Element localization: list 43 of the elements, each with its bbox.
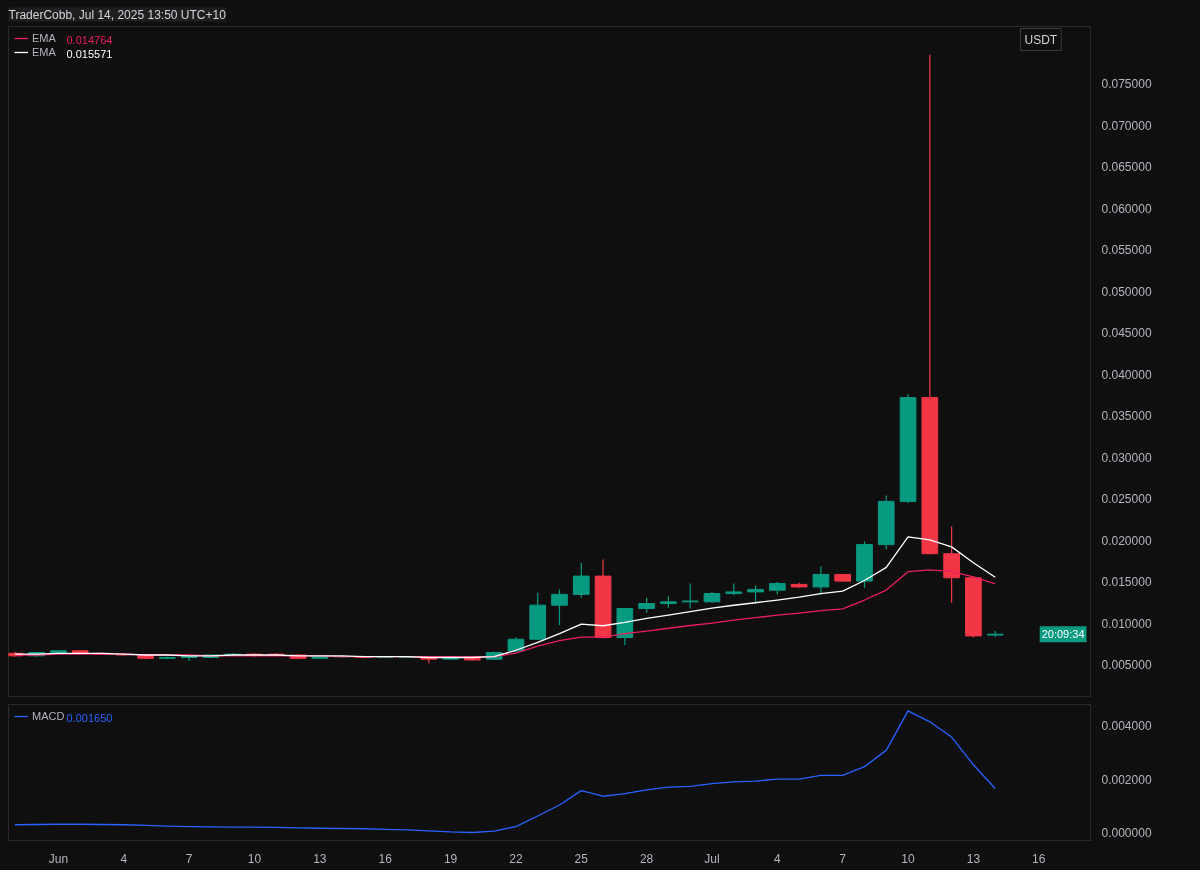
x-tick-label: 16 bbox=[1032, 851, 1046, 866]
y-tick-label: 0.055000 bbox=[1101, 243, 1152, 258]
y-tick-label: 0.020000 bbox=[1101, 533, 1152, 548]
legend-label: MACD bbox=[32, 710, 65, 722]
x-tick-label: 4 bbox=[120, 851, 128, 866]
chart-title: TraderCobb, Jul 14, 2025 13:50 UTC+10 bbox=[8, 7, 227, 22]
annotation: 0.001650 bbox=[66, 711, 113, 724]
y-tick-label: 0.075000 bbox=[1101, 77, 1152, 92]
annotation: 20:09:34 bbox=[1041, 628, 1085, 641]
y-tick-label: 0.065000 bbox=[1101, 160, 1152, 175]
x-tick-label: 7 bbox=[185, 851, 193, 866]
y-tick-label: 0.010000 bbox=[1101, 616, 1152, 631]
y-tick-label: 0.002000 bbox=[1101, 772, 1152, 787]
x-tick-label: 13 bbox=[313, 851, 327, 866]
legend-label: EMA bbox=[32, 32, 56, 44]
x-tick-label: 28 bbox=[639, 851, 654, 866]
x-tick-label: 10 bbox=[901, 851, 916, 866]
x-tick-label: 22 bbox=[509, 851, 523, 866]
x-tick-label: 4 bbox=[774, 851, 781, 866]
x-tick-label: 19 bbox=[443, 851, 458, 866]
x-tick-label: 13 bbox=[966, 851, 981, 866]
y-tick-label: 0.035000 bbox=[1101, 409, 1152, 424]
y-tick-label: 0.040000 bbox=[1101, 367, 1152, 382]
x-tick-label: 10 bbox=[247, 851, 262, 866]
annotation: 0.015571 bbox=[66, 47, 113, 60]
y-tick-label: 0.000000 bbox=[1101, 826, 1152, 840]
annotation: 0.014764 bbox=[66, 33, 113, 46]
x-tick-label: 16 bbox=[378, 851, 393, 866]
y-tick-label: 0.045000 bbox=[1101, 326, 1152, 341]
y-tick-label: 0.030000 bbox=[1101, 450, 1152, 465]
legend-label: EMA bbox=[32, 46, 56, 58]
y-tick-label: 0.015000 bbox=[1101, 575, 1152, 590]
x-tick-label: Jun bbox=[48, 851, 69, 866]
x-tick-label: 25 bbox=[574, 851, 589, 866]
y-tick-label: 0.025000 bbox=[1101, 492, 1152, 507]
x-tick-label: 7 bbox=[839, 851, 847, 866]
y-axis-title: USDT bbox=[1024, 32, 1058, 47]
y-tick-label: 0.004000 bbox=[1101, 719, 1152, 734]
y-tick-label: 0.005000 bbox=[1101, 658, 1152, 673]
y-tick-label: 0.050000 bbox=[1101, 284, 1152, 299]
x-tick-label: Jul bbox=[704, 851, 720, 866]
y-tick-label: 0.060000 bbox=[1101, 201, 1152, 216]
y-tick-label: 0.070000 bbox=[1101, 118, 1152, 133]
